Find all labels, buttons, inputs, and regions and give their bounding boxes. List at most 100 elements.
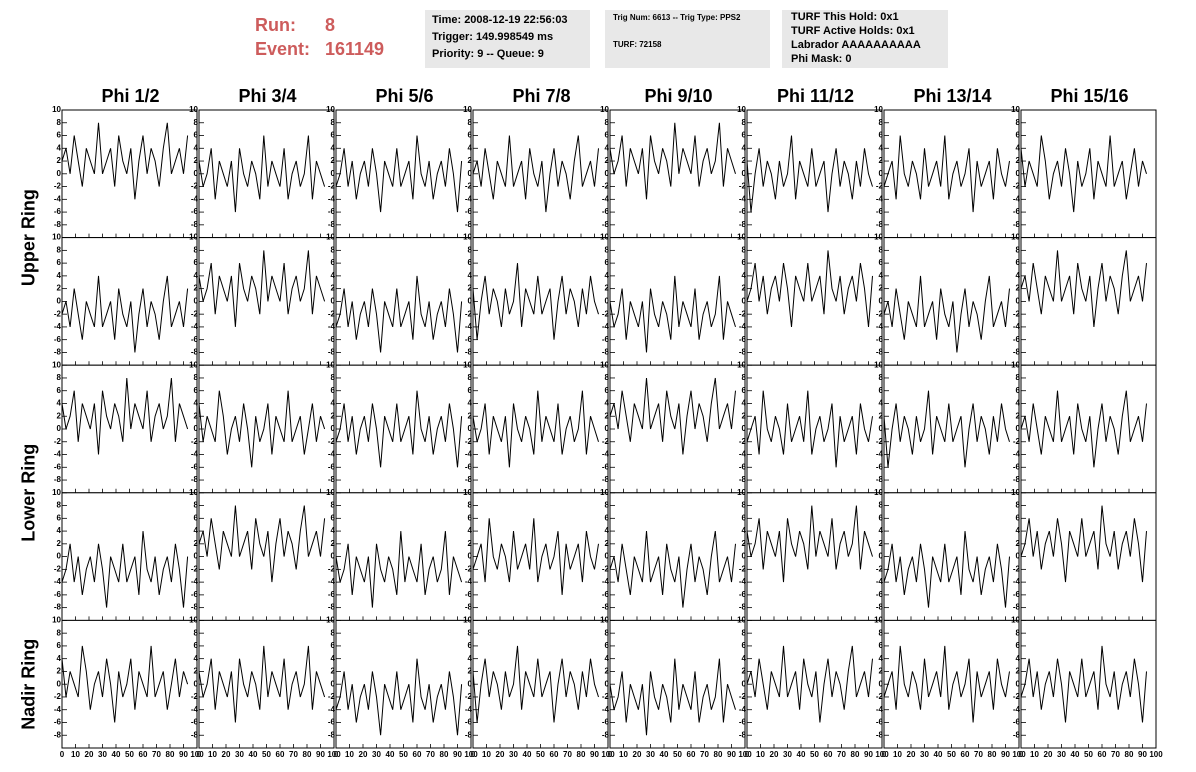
y-tick-label: 2 xyxy=(879,539,884,548)
y-tick-label: -8 xyxy=(465,348,473,357)
y-tick-label: -8 xyxy=(602,603,610,612)
y-tick-label: 4 xyxy=(1016,399,1021,408)
y-tick-label: -8 xyxy=(328,348,336,357)
y-tick-label: 8 xyxy=(1016,373,1021,382)
y-tick-label: 6 xyxy=(1016,386,1021,395)
y-tick-label: 2 xyxy=(194,411,199,420)
y-tick-label: -4 xyxy=(465,705,473,714)
y-tick-label: -8 xyxy=(191,603,199,612)
y-tick-label: -6 xyxy=(328,590,336,599)
y-tick-label: 10 xyxy=(737,360,746,369)
y-tick-label: 2 xyxy=(468,539,473,548)
x-tick-label: 20 xyxy=(359,750,368,759)
y-tick-label: 0 xyxy=(468,552,473,561)
x-tick-label: 20 xyxy=(85,750,94,759)
x-tick-label: 60 xyxy=(550,750,559,759)
y-tick-label: 0 xyxy=(879,679,884,688)
waveform xyxy=(883,275,1010,353)
x-tick-label: 30 xyxy=(1057,750,1066,759)
y-tick-label: -2 xyxy=(191,564,199,573)
x-tick-label: 20 xyxy=(907,750,916,759)
y-tick-label: 10 xyxy=(326,488,335,497)
y-tick-label: -8 xyxy=(602,348,610,357)
y-tick-label: 6 xyxy=(331,513,336,522)
y-tick-label: -2 xyxy=(465,309,473,318)
x-tick-label: 10 xyxy=(482,750,491,759)
x-tick-label: 10 xyxy=(756,750,765,759)
y-tick-label: 2 xyxy=(742,156,747,165)
row-label: Upper Ring xyxy=(19,189,39,286)
y-tick-label: -2 xyxy=(54,564,62,573)
y-tick-label: 10 xyxy=(52,233,61,242)
y-tick-label: 2 xyxy=(468,284,473,293)
y-tick-label: 4 xyxy=(331,654,336,663)
y-tick-label: 10 xyxy=(463,616,472,625)
y-tick-label: 0 xyxy=(742,169,747,178)
y-tick-label: -2 xyxy=(602,437,610,446)
y-tick-label: 4 xyxy=(742,143,747,152)
waveform xyxy=(335,658,463,736)
y-tick-label: -6 xyxy=(876,207,884,216)
y-tick-label: -2 xyxy=(191,309,199,318)
y-tick-label: 10 xyxy=(1011,360,1020,369)
y-tick-label: 0 xyxy=(194,552,199,561)
panel-frame xyxy=(1020,619,1157,749)
y-tick-label: -2 xyxy=(465,437,473,446)
y-tick-label: -4 xyxy=(876,577,884,586)
y-tick-label: 8 xyxy=(605,245,610,254)
y-tick-label: -8 xyxy=(876,220,884,229)
x-tick-label: 80 xyxy=(303,750,312,759)
y-tick-label: -6 xyxy=(739,462,747,471)
y-tick-label: 0 xyxy=(331,169,336,178)
y-tick-label: -2 xyxy=(465,182,473,191)
x-tick-label: 30 xyxy=(98,750,107,759)
y-tick-label: 4 xyxy=(468,271,473,280)
column-title: Phi 13/14 xyxy=(913,86,991,106)
y-tick-label: 4 xyxy=(57,399,62,408)
x-tick-label: 70 xyxy=(700,750,709,759)
y-tick-label: 0 xyxy=(57,424,62,433)
y-tick-label: 6 xyxy=(605,386,610,395)
y-tick-label: 2 xyxy=(1016,156,1021,165)
y-tick-label: -4 xyxy=(465,322,473,331)
y-tick-label: -8 xyxy=(602,220,610,229)
y-tick-label: -6 xyxy=(876,335,884,344)
y-tick-label: 6 xyxy=(742,641,747,650)
x-tick-label: 90 xyxy=(727,750,736,759)
y-tick-label: 10 xyxy=(326,105,335,114)
x-tick-label: 70 xyxy=(563,750,572,759)
column-title: Phi 3/4 xyxy=(238,86,296,106)
y-tick-label: 10 xyxy=(1011,616,1020,625)
x-tick-label: 30 xyxy=(509,750,518,759)
y-tick-label: 2 xyxy=(331,667,336,676)
x-tick-label: 10 xyxy=(345,750,354,759)
y-tick-label: 4 xyxy=(879,271,884,280)
y-tick-label: 8 xyxy=(331,245,336,254)
y-tick-label: 10 xyxy=(874,360,883,369)
waveform xyxy=(472,518,599,595)
y-tick-label: 2 xyxy=(468,667,473,676)
y-tick-label: 0 xyxy=(605,424,610,433)
waveform xyxy=(335,135,463,213)
y-tick-label: -2 xyxy=(1013,692,1021,701)
y-tick-label: 0 xyxy=(1016,552,1021,561)
y-tick-label: -2 xyxy=(191,182,199,191)
y-tick-label: 2 xyxy=(605,539,610,548)
y-tick-label: -2 xyxy=(1013,309,1021,318)
x-tick-label: 20 xyxy=(222,750,231,759)
y-tick-label: 6 xyxy=(331,386,336,395)
panel-frame xyxy=(61,619,198,749)
x-tick-label: 100 xyxy=(738,750,752,759)
y-tick-label: -6 xyxy=(876,590,884,599)
y-tick-label: 10 xyxy=(874,616,883,625)
y-tick-label: -2 xyxy=(1013,182,1021,191)
y-tick-label: -2 xyxy=(191,692,199,701)
y-tick-label: -8 xyxy=(465,220,473,229)
x-tick-label: 40 xyxy=(1071,750,1080,759)
y-tick-label: 8 xyxy=(1016,628,1021,637)
y-tick-label: -8 xyxy=(191,475,199,484)
y-tick-label: 0 xyxy=(605,169,610,178)
run-label: Run: xyxy=(255,15,296,35)
y-tick-label: 0 xyxy=(742,552,747,561)
